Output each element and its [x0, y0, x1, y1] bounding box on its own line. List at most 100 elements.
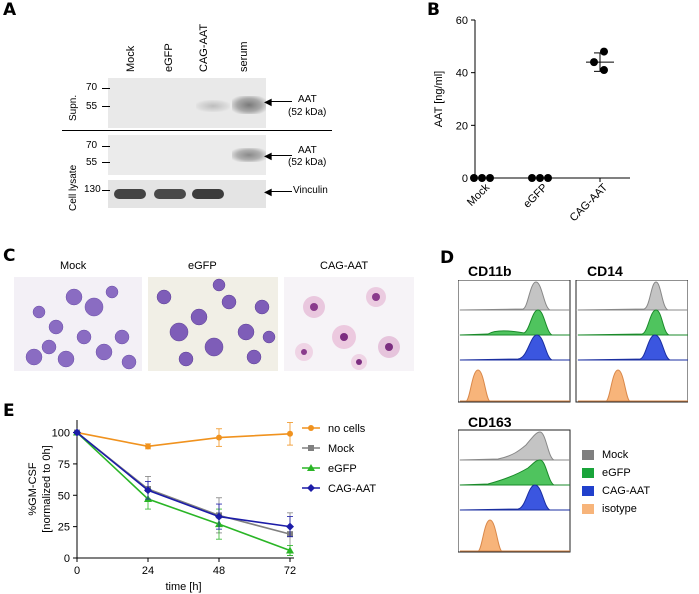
- data-point: [308, 425, 314, 431]
- lane-label-egfp: eGFP: [163, 43, 175, 72]
- arrow-line: [268, 191, 292, 192]
- data-point: [287, 430, 293, 437]
- vinculin-blot: [108, 180, 266, 208]
- y-axis-label-2: [normalized to 0h]: [41, 445, 53, 532]
- tick: [102, 190, 110, 191]
- legend-label: isotype: [602, 503, 637, 515]
- y-tick-label: 60: [456, 15, 468, 27]
- marker-130: 130: [84, 184, 101, 195]
- legend-item: eGFP: [582, 464, 692, 482]
- vinculin-label: Vinculin: [293, 185, 328, 196]
- tick: [102, 146, 110, 147]
- tick: [102, 88, 110, 89]
- micro-title-mock: Mock: [60, 260, 87, 272]
- data-point: [307, 484, 315, 492]
- y-tick-label: 75: [58, 459, 70, 471]
- micro-title-egfp: eGFP: [188, 260, 217, 272]
- series-line: [76, 431, 291, 448]
- series-line: [76, 431, 291, 552]
- legend-swatch: [582, 504, 594, 514]
- panel-letter-c: C: [3, 246, 16, 266]
- legend-label: Mock: [602, 449, 629, 461]
- panel-letter-e: E: [3, 401, 15, 421]
- legend-label: CAG-AAT: [328, 483, 376, 495]
- arrow-head-icon: ◀: [264, 97, 272, 108]
- y-tick-label: 25: [58, 522, 70, 534]
- data-point: [145, 443, 151, 450]
- flow-histograms: [458, 280, 688, 553]
- supn-label: Supn.: [68, 94, 79, 121]
- lane-label-cag-aat: CAG-AAT: [198, 23, 210, 72]
- marker-55: 55: [86, 157, 98, 168]
- data-point: [470, 174, 478, 182]
- aat-label: AAT: [298, 94, 317, 105]
- x-axis-label: time [h]: [165, 581, 201, 593]
- supernatant-blot: [108, 78, 266, 128]
- legend-item: Mock: [582, 446, 692, 464]
- panel-letter-a: A: [3, 0, 17, 20]
- y-axis-label: %GM-CSF: [27, 462, 39, 515]
- serum-band: [232, 96, 266, 114]
- data-point: [144, 486, 152, 495]
- y-axis-label: AAT [ng/ml]: [433, 71, 445, 127]
- legend-swatch: [582, 468, 594, 478]
- legend-label: eGFP: [602, 467, 631, 479]
- arrow-head-icon: ◀: [264, 187, 272, 198]
- lane-label-serum: serum: [238, 41, 250, 72]
- cells-mock: [25, 285, 137, 370]
- hist-cd11b: [458, 280, 571, 403]
- micro-title-cag-aat: CAG-AAT: [320, 260, 369, 272]
- vinculin-band: [154, 189, 186, 199]
- y-tick-label: 0: [64, 553, 70, 565]
- legend-item: CAG-AAT: [582, 482, 692, 500]
- legend-label: Mock: [328, 443, 355, 455]
- data-point: [216, 434, 222, 441]
- data-point: [286, 522, 294, 531]
- hist-title-cd11b: CD11b: [468, 263, 512, 279]
- panel-letter-d: D: [440, 248, 455, 268]
- marker-55: 55: [86, 101, 98, 112]
- x-tick-label: 48: [213, 565, 225, 577]
- legend-swatch: [582, 450, 594, 460]
- series-line: [76, 431, 291, 535]
- vinculin-band: [192, 189, 224, 199]
- data-point: [536, 174, 544, 182]
- legend-label: CAG-AAT: [602, 485, 651, 497]
- y-tick-label: 100: [52, 428, 70, 440]
- x-tick-label: CAG-AAT: [568, 181, 611, 224]
- data-point: [286, 546, 294, 554]
- legend-label: eGFP: [328, 463, 357, 475]
- hist-title-cd163: CD163: [468, 414, 512, 430]
- arrow-head-icon: ◀: [264, 151, 272, 162]
- y-tick-label: 0: [462, 173, 468, 185]
- lysate-aat-band: [232, 148, 266, 162]
- vinculin-band: [114, 189, 146, 199]
- y-tick-label: 20: [456, 120, 468, 132]
- marker-70: 70: [86, 82, 98, 93]
- data-point: [600, 66, 608, 75]
- aat-scatter-chart: 0 20 40 60 AAT [ng/ml] Mock eGFP CAG-AAT: [433, 15, 630, 224]
- series-line: [76, 431, 291, 528]
- hist-title-cd14: CD14: [587, 263, 623, 279]
- data-point: [486, 174, 494, 182]
- cells-cag-aat: [295, 287, 400, 370]
- gmcsf-line-chart: 0 25 50 75 100 0 24 48 72 time [h] %GM-CSF [normali…: [27, 420, 376, 593]
- microscopy-images: [14, 277, 414, 371]
- arrow-line: [268, 101, 292, 102]
- hist-cd163: [458, 429, 571, 553]
- divider: [62, 130, 332, 131]
- x-tick-label: Mock: [465, 181, 492, 208]
- aat-label: AAT: [298, 145, 317, 156]
- lane-label-mock: Mock: [125, 45, 137, 72]
- tick: [102, 106, 110, 107]
- x-tick-label: 72: [284, 565, 296, 577]
- tick: [102, 162, 110, 163]
- y-tick-label: 50: [58, 490, 70, 502]
- legend-swatch: [582, 486, 594, 496]
- cag-aat-band: [196, 100, 230, 112]
- panel-letter-b: B: [427, 0, 440, 20]
- data-point: [308, 445, 314, 451]
- y-tick-label: 40: [456, 68, 468, 80]
- cells-egfp: [156, 278, 276, 367]
- cell-lysate-label: Cell lysate: [68, 164, 79, 211]
